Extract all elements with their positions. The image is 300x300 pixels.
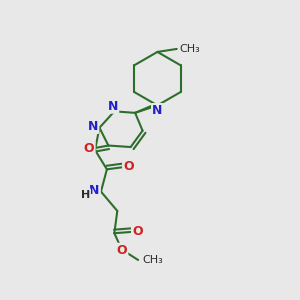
Text: N: N	[89, 184, 100, 196]
Text: O: O	[84, 142, 94, 155]
Text: CH₃: CH₃	[142, 255, 163, 265]
Text: O: O	[123, 160, 134, 173]
Text: O: O	[116, 244, 127, 257]
Text: CH₃: CH₃	[180, 44, 200, 54]
Text: O: O	[132, 225, 143, 238]
Text: N: N	[152, 104, 163, 117]
Text: H: H	[81, 190, 90, 200]
Text: N: N	[88, 120, 98, 133]
Text: N: N	[108, 100, 118, 112]
